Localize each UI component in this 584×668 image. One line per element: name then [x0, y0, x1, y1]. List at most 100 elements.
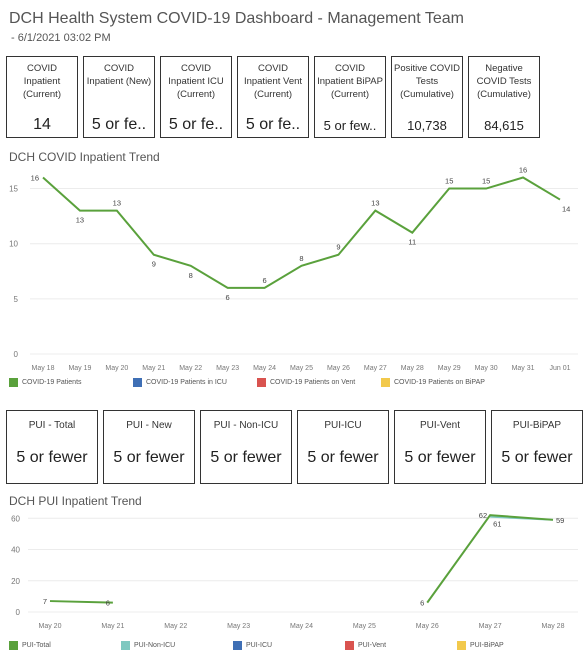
kpi-card-inpatient-bipap[interactable]: COVID Inpatient BiPAP (Current) 5 or few… [314, 56, 386, 138]
kpi-label: PUI-Vent [419, 420, 461, 431]
x-tick-label: May 24 [290, 623, 313, 630]
legend-item[interactable]: PUI-Total [9, 641, 121, 650]
covid-trend-title: DCH COVID Inpatient Trend [9, 150, 160, 164]
x-tick-label: May 25 [290, 365, 313, 372]
kpi-label: PUI-ICU [324, 420, 362, 431]
kpi-card-inpatient-new[interactable]: COVID Inpatient (New) 5 or fe.. [83, 56, 155, 138]
kpi-value: 5 or fewer [210, 449, 282, 466]
data-label: 6 [262, 276, 266, 285]
legend-swatch [9, 378, 18, 387]
x-tick-label: May 20 [105, 365, 128, 372]
kpi-card-pui-vent[interactable]: PUI-Vent 5 or fewer [394, 410, 486, 484]
legend-label: PUI-Total [22, 642, 51, 649]
legend-swatch [133, 378, 142, 387]
x-tick-label: May 28 [542, 623, 565, 630]
x-tick-label: May 23 [216, 365, 239, 372]
x-tick-label: Jun 01 [549, 365, 570, 372]
data-label: 11 [408, 238, 416, 247]
kpi-card-pui-bipap[interactable]: PUI-BiPAP 5 or fewer [491, 410, 583, 484]
y-tick-label: 15 [9, 185, 18, 194]
x-tick-label: May 31 [512, 365, 535, 372]
kpi-label: PUI - New [126, 420, 172, 431]
kpi-label: PUI - Total [28, 420, 76, 431]
kpi-row-covid: COVID Inpatient (Current) 14 COVID Inpat… [6, 56, 540, 138]
x-tick-label: May 19 [68, 365, 91, 372]
data-label: 6 [226, 293, 230, 302]
kpi-label: COVID Inpatient (New) [86, 63, 152, 87]
kpi-label: COVID Inpatient (Current) [22, 63, 61, 100]
legend-item[interactable]: PUI-BiPAP [457, 641, 569, 650]
kpi-label: Positive COVID Tests (Cumulative) [394, 63, 460, 100]
series-line-pui-total [49, 600, 113, 604]
kpi-card-pui-new[interactable]: PUI - New 5 or fewer [103, 410, 195, 484]
x-tick-label: May 23 [227, 623, 250, 630]
kpi-card-inpatient-icu[interactable]: COVID Inpatient ICU (Current) 5 or fe.. [160, 56, 232, 138]
kpi-card-negative-tests[interactable]: Negative COVID Tests (Cumulative) 84,615 [468, 56, 540, 138]
kpi-card-pui-non-icu[interactable]: PUI - Non-ICU 5 or fewer [200, 410, 292, 484]
data-label: 13 [113, 199, 121, 208]
legend-label: COVID-19 Patients on Vent [270, 379, 356, 386]
kpi-label: COVID Inpatient BiPAP (Current) [317, 63, 383, 100]
x-tick-label: May 26 [416, 623, 439, 630]
data-label: 14 [562, 205, 570, 214]
kpi-card-pui-icu[interactable]: PUI-ICU 5 or fewer [297, 410, 389, 484]
pui-trend-legend: PUI-Total PUI-Non-ICU PUI-ICU PUI-Vent PUI-B… [9, 641, 569, 650]
data-label: 15 [445, 177, 453, 186]
y-tick-label: 60 [11, 514, 20, 523]
kpi-label: COVID Inpatient Vent (Current) [243, 63, 303, 100]
legend-swatch [457, 641, 466, 650]
kpi-value: 5 or fe.. [245, 116, 301, 133]
kpi-label: PUI - Non-ICU [213, 420, 279, 431]
data-label: 62 [479, 511, 487, 520]
legend-item[interactable]: COVID-19 Patients on Vent [257, 378, 381, 387]
kpi-value: 5 or fe.. [91, 116, 147, 133]
data-label: 61 [493, 520, 501, 529]
pui-trend-title: DCH PUI Inpatient Trend [9, 494, 142, 508]
legend-item[interactable]: COVID-19 Patients in ICU [133, 378, 257, 387]
y-tick-label: 0 [16, 608, 21, 617]
x-tick-label: May 18 [32, 365, 55, 372]
x-tick-label: May 24 [253, 365, 276, 372]
data-label: 13 [371, 199, 379, 208]
legend-item[interactable]: PUI-Non-ICU [121, 641, 233, 650]
legend-label: COVID-19 Patients [22, 379, 82, 386]
kpi-card-inpatient-vent[interactable]: COVID Inpatient Vent (Current) 5 or fe.. [237, 56, 309, 138]
pui-inpatient-trend-chart[interactable]: 0 20 40 60 May 20 May 21 May 22 May 23 May 24 May… [0, 508, 584, 638]
kpi-value: 5 or fewer [501, 449, 573, 466]
y-tick-label: 0 [14, 350, 19, 359]
legend-label: PUI-BiPAP [470, 642, 504, 649]
legend-item[interactable]: PUI-Vent [345, 641, 457, 650]
x-tick-label: May 21 [142, 365, 165, 372]
legend-item[interactable]: COVID-19 Patients on BiPAP [381, 378, 505, 387]
x-tick-label: May 21 [101, 623, 124, 630]
x-tick-label: May 22 [179, 365, 202, 372]
legend-swatch [121, 641, 130, 650]
data-label: 9 [336, 243, 340, 252]
kpi-value: 5 or fewer [404, 449, 476, 466]
dashboard-title: DCH Health System COVID-19 Dashboard - M… [9, 10, 464, 27]
legend-swatch [381, 378, 390, 387]
kpi-value: 5 or fewer [16, 449, 88, 466]
kpi-value: 5 or fewer [307, 449, 379, 466]
x-tick-label: May 25 [353, 623, 376, 630]
y-tick-label: 20 [11, 577, 20, 586]
kpi-value: 10,738 [407, 118, 447, 133]
legend-label: PUI-ICU [246, 642, 273, 649]
data-label: 13 [76, 216, 84, 225]
kpi-card-pui-total[interactable]: PUI - Total 5 or fewer [6, 410, 98, 484]
legend-item[interactable]: PUI-ICU [233, 641, 345, 650]
data-label: 59 [556, 516, 564, 525]
legend-item[interactable]: COVID-19 Patients [9, 378, 133, 387]
kpi-card-inpatient-current[interactable]: COVID Inpatient (Current) 14 [6, 56, 78, 138]
legend-swatch [257, 378, 266, 387]
x-tick-label: May 27 [364, 365, 387, 372]
legend-swatch [9, 641, 18, 650]
covid-trend-legend: COVID-19 Patients COVID-19 Patients in IC… [9, 378, 505, 387]
kpi-row-pui: PUI - Total 5 or fewer PUI - New 5 or fe… [6, 410, 583, 484]
covid-inpatient-trend-chart[interactable]: 0 5 10 15 May 18 May 19 May 20 May 21 May 22 May … [0, 164, 584, 376]
kpi-card-positive-tests[interactable]: Positive COVID Tests (Cumulative) 10,738 [391, 56, 463, 138]
kpi-value: 5 or fewer [113, 449, 185, 466]
kpi-value: 5 or few.. [323, 118, 377, 133]
data-label: 16 [519, 166, 527, 175]
data-label: 8 [189, 271, 193, 280]
